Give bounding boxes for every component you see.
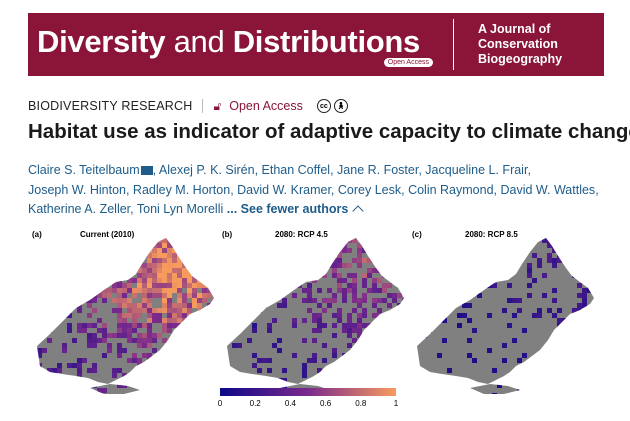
email-icon[interactable] bbox=[140, 166, 153, 175]
author-link[interactable]: Alexej P. K. Sirén bbox=[158, 163, 255, 177]
colorbar-tick-label: 0.4 bbox=[285, 399, 297, 408]
colorbar-tick-label: 0.8 bbox=[355, 399, 367, 408]
article-type: BIODIVERSITY RESEARCH bbox=[28, 99, 193, 113]
creative-commons-icon: cc bbox=[316, 99, 331, 113]
article-title: Habitat use as indicator of adaptive cap… bbox=[28, 120, 630, 143]
chevron-up-icon bbox=[352, 205, 365, 217]
land-area bbox=[417, 238, 594, 394]
author-link[interactable]: Jacqueline L. Frair bbox=[425, 163, 528, 177]
author-link[interactable]: Jane R. Foster bbox=[337, 163, 419, 177]
figure[interactable]: (a) Current (2010) (b) 2080: RCP 4.5 (c) 2080… bbox=[30, 226, 600, 416]
map-panel bbox=[37, 238, 214, 394]
colorbar bbox=[220, 388, 396, 396]
panel-title: 2080: RCP 4.5 bbox=[275, 230, 328, 239]
colorbar-tick-label: 0.6 bbox=[320, 399, 332, 408]
author-link[interactable]: Ethan Coffel bbox=[261, 163, 331, 177]
panel-label: (a) bbox=[32, 230, 42, 239]
figure-maps: (a) Current (2010) (b) 2080: RCP 4.5 (c) 2080… bbox=[32, 230, 594, 408]
journal-tagline: A Journal of Conservation Biogeography bbox=[478, 22, 563, 66]
author-link[interactable]: Katherine A. Zeller bbox=[28, 202, 131, 216]
article-meta: BIODIVERSITY RESEARCH 🔓︎ Open Access cc … bbox=[28, 96, 348, 116]
panel-label: (b) bbox=[222, 230, 233, 239]
banner-divider bbox=[453, 19, 454, 70]
panel-label: (c) bbox=[412, 230, 422, 239]
open-access-badge: Open Access bbox=[383, 58, 433, 67]
journal-logo[interactable]: Diversity and Distributions Open Access bbox=[28, 13, 453, 76]
open-access-link[interactable]: Open Access bbox=[229, 99, 303, 113]
colorbar-tick-label: 0 bbox=[218, 399, 223, 408]
see-fewer-label: See fewer authors bbox=[240, 202, 349, 216]
journal-title: Diversity and Distributions bbox=[37, 23, 420, 59]
map-panel bbox=[227, 238, 404, 394]
map-panel bbox=[417, 238, 594, 394]
colorbar-tick-label: 1 bbox=[394, 399, 399, 408]
author-list: Claire S. Teitelbaum, Alexej P. K. Sirén… bbox=[28, 163, 599, 217]
author-link[interactable]: David W. Kramer bbox=[237, 182, 331, 197]
license-icons[interactable]: cc 🚶︎ bbox=[316, 99, 348, 113]
author-link[interactable]: Joseph W. Hinton bbox=[28, 182, 126, 197]
panel-title: Current (2010) bbox=[80, 230, 135, 239]
author-link[interactable]: David W. Wattles bbox=[500, 182, 596, 197]
panel-title: 2080: RCP 8.5 bbox=[465, 230, 518, 239]
author-link[interactable]: Toni Lyn Morelli bbox=[136, 202, 224, 216]
author-ellipsis: ... bbox=[226, 202, 238, 216]
attribution-icon: 🚶︎ bbox=[333, 99, 348, 113]
meta-divider bbox=[202, 99, 204, 113]
colorbar-tick-label: 0.2 bbox=[250, 399, 262, 408]
journal-banner[interactable]: Diversity and Distributions Open Access … bbox=[28, 13, 604, 76]
author-link[interactable]: Colin Raymond bbox=[408, 182, 494, 197]
author-link[interactable]: Corey Lesk bbox=[337, 182, 402, 197]
lock-open-icon: 🔓︎ bbox=[213, 98, 222, 113]
author-link[interactable]: Claire S. Teitelbaum bbox=[28, 163, 140, 177]
see-fewer-authors-button[interactable]: ... See fewer authors bbox=[223, 202, 365, 217]
author-link[interactable]: Radley M. Horton bbox=[132, 182, 231, 197]
